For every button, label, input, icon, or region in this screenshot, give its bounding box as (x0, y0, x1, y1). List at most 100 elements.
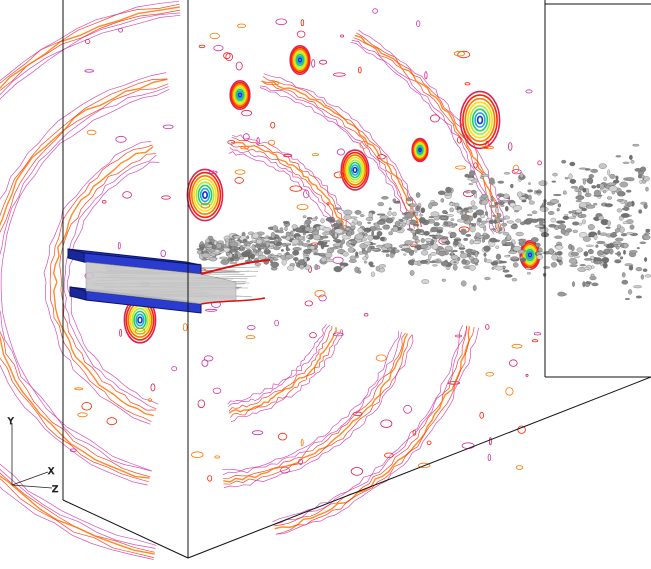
isosurface-blob (500, 204, 505, 207)
contour-hotspot-ring (293, 50, 307, 70)
isosurface-blob (489, 219, 495, 225)
isosurface-blob (468, 170, 476, 177)
contour-ring (351, 40, 498, 234)
isosurface-blob (508, 250, 517, 254)
contour-blob (350, 467, 363, 476)
contour-blob (318, 59, 328, 65)
isosurface-blob (629, 154, 633, 160)
isosurface-blob (639, 179, 643, 184)
contour-hotspot-ring (191, 175, 220, 216)
contour-ring (276, 327, 475, 535)
isosurface-blob (485, 211, 488, 216)
isosurface-blob (346, 231, 352, 237)
box-edge-bottom-right (187, 376, 651, 559)
isosurface-blob (616, 224, 622, 229)
isosurface-blob (585, 188, 590, 194)
contour-blob (242, 133, 250, 141)
contour-blob (412, 429, 417, 436)
isosurface-blob (572, 229, 578, 233)
isosurface-blob (479, 220, 488, 224)
isosurface-blob (419, 259, 428, 264)
isosurface-blob (481, 238, 486, 243)
isosurface-blob (273, 246, 281, 251)
isosurface-blob (479, 176, 484, 179)
isosurface-blob (477, 217, 482, 223)
contour-blob (318, 294, 327, 302)
isosurface-blob (270, 231, 276, 239)
isosurface-blob (335, 219, 342, 225)
contour-blob (280, 466, 290, 474)
isosurface-blob (576, 247, 583, 253)
isosurface-blob (208, 257, 217, 262)
contour-ring (260, 85, 411, 230)
isosurface-blob (450, 254, 459, 260)
contour-blob (296, 30, 306, 38)
contour-hotspot-ring (527, 252, 532, 258)
nozzle-plates (67, 248, 271, 314)
contour-hotspot-ring (229, 80, 251, 111)
isosurface-blob (557, 203, 562, 208)
isosurface-blob (551, 180, 557, 183)
contour-ring (227, 323, 327, 405)
contour-ring (273, 325, 468, 526)
isosurface-blob (332, 239, 341, 242)
isosurface-blob (570, 186, 579, 189)
contour-blob (134, 327, 146, 335)
contour-blob (234, 177, 244, 184)
contour-blob (267, 139, 276, 146)
isosurface-blob (391, 216, 395, 220)
contour-hotspot-ring (525, 248, 535, 262)
isosurface-blob (314, 264, 319, 271)
contour-blob (537, 160, 542, 166)
isosurface-blob (460, 250, 465, 254)
isosurface-blob (421, 250, 429, 256)
contour-hotspot-ring (186, 168, 224, 222)
isosurface-blob (263, 238, 270, 242)
contour-ring (259, 87, 410, 230)
contour-blob (332, 332, 344, 337)
isosurface-blob (503, 172, 511, 175)
contour-blob (352, 411, 363, 417)
contour-blob (377, 154, 386, 160)
contour-blob (237, 23, 247, 28)
isosurface-blob (571, 210, 576, 214)
isosurface-blob (645, 186, 649, 192)
x-axis-label: X (48, 467, 54, 477)
isosurface-blob (304, 231, 310, 234)
contour-blob (455, 165, 467, 170)
isosurface-blob (410, 243, 419, 246)
isosurface-blob (568, 257, 578, 264)
isosurface-blob (279, 227, 284, 232)
contour-blob (508, 142, 513, 151)
axes-triad: Y X Z (7, 417, 59, 496)
contour-blob (81, 402, 92, 411)
contour-blob (148, 398, 152, 402)
contour-hotspot-ring (417, 146, 423, 154)
isosurface-blob (280, 249, 284, 252)
isosurface-blob (420, 207, 426, 214)
isosurface-blob (418, 214, 424, 217)
isosurface-blob (509, 202, 516, 208)
isosurface-blob (242, 239, 247, 243)
isosurface-blob (526, 213, 533, 217)
isosurface-blob (438, 250, 446, 257)
isosurface-blob (542, 266, 551, 269)
isosurface-blob (214, 249, 221, 254)
isosurface-blob (538, 180, 548, 186)
isosurface-blob (639, 166, 647, 173)
isosurface-blob (343, 225, 347, 229)
isosurface-blob (375, 265, 380, 272)
contour-blob (182, 323, 188, 332)
isosurface-blob (514, 210, 519, 213)
isosurface-blob (591, 185, 597, 189)
isosurface-blob (512, 262, 519, 268)
isosurface-blob (234, 253, 238, 260)
contour-blob (274, 319, 279, 327)
isosurface-blob (552, 172, 558, 177)
isosurface-blob (350, 222, 356, 227)
isosurface-blob (573, 255, 580, 258)
contour-blob (119, 328, 122, 337)
isosurface-blob (450, 218, 455, 222)
contour-hotspot-ring (129, 304, 151, 335)
isosurface-blob (586, 177, 594, 184)
